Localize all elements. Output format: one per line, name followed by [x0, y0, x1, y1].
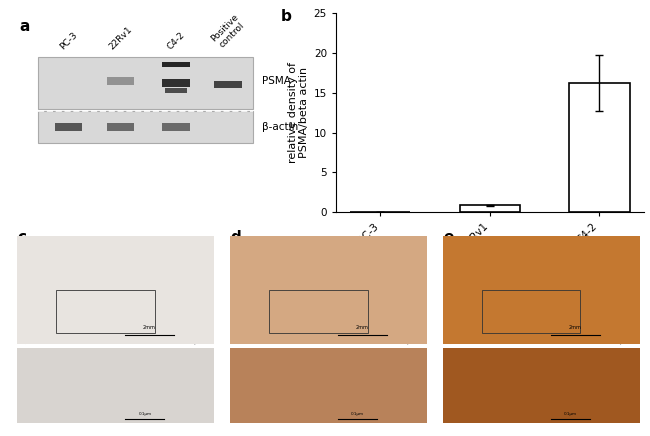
Text: C4-2: C4-2 [166, 30, 187, 51]
Y-axis label: relative density of
PSMA/beta actin: relative density of PSMA/beta actin [288, 62, 309, 163]
FancyBboxPatch shape [38, 57, 253, 109]
FancyBboxPatch shape [55, 123, 82, 130]
FancyBboxPatch shape [162, 62, 190, 67]
FancyBboxPatch shape [162, 123, 190, 130]
Text: b: b [281, 9, 291, 24]
Text: PSMA: PSMA [262, 76, 291, 86]
Bar [460, 205, 520, 212]
Text: PC-3: PC-3 [58, 30, 79, 51]
FancyBboxPatch shape [38, 111, 253, 143]
Text: Positive
control: Positive control [209, 13, 248, 51]
FancyBboxPatch shape [162, 79, 190, 87]
Text: β-actin: β-actin [262, 122, 298, 132]
Text: c: c [17, 230, 26, 245]
FancyBboxPatch shape [107, 77, 135, 85]
FancyBboxPatch shape [107, 123, 135, 130]
FancyBboxPatch shape [165, 88, 187, 93]
Text: e: e [443, 230, 453, 245]
Text: 22Rv1: 22Rv1 [107, 24, 134, 51]
Text: d: d [230, 230, 240, 245]
FancyBboxPatch shape [214, 81, 242, 88]
Bar [569, 83, 629, 212]
Text: a: a [19, 19, 29, 34]
